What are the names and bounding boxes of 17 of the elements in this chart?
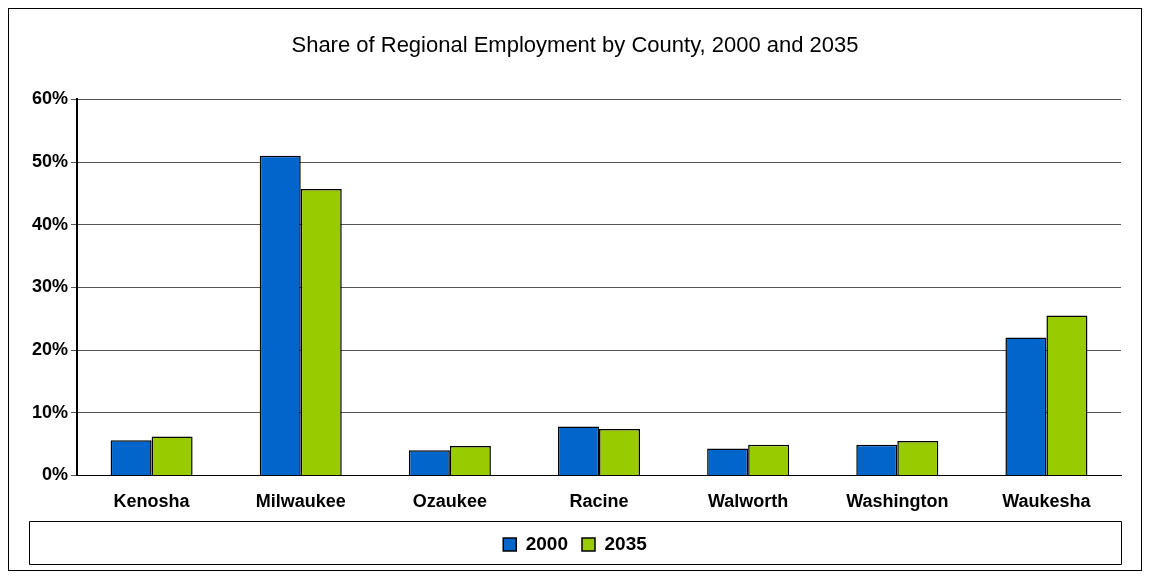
y-tick-label: 10% [32, 401, 69, 422]
y-tick-label: 40% [32, 213, 69, 234]
x-tick-label: Kenosha [113, 491, 191, 512]
x-tick-label: Milwaukee [255, 491, 346, 512]
y-tick-label: 20% [32, 339, 69, 360]
legend-label: 2035 [604, 532, 648, 554]
x-tick-label: Ozaukee [412, 491, 487, 512]
chart-title: Share of Regional Employment by County, 2000 and 2035 [291, 32, 859, 58]
y-tick-label: 30% [32, 276, 69, 297]
x-tick-label: Racine [569, 491, 629, 512]
x-tick-label: Walworth [707, 491, 789, 512]
x-tick-label: Waukesha [1002, 491, 1092, 512]
y-tick-label: 0% [42, 464, 69, 485]
y-tick-label: 60% [32, 88, 69, 109]
legend-label: 2000 [525, 532, 569, 554]
x-tick-label: Washington [846, 491, 949, 512]
y-tick-label: 50% [32, 151, 69, 172]
